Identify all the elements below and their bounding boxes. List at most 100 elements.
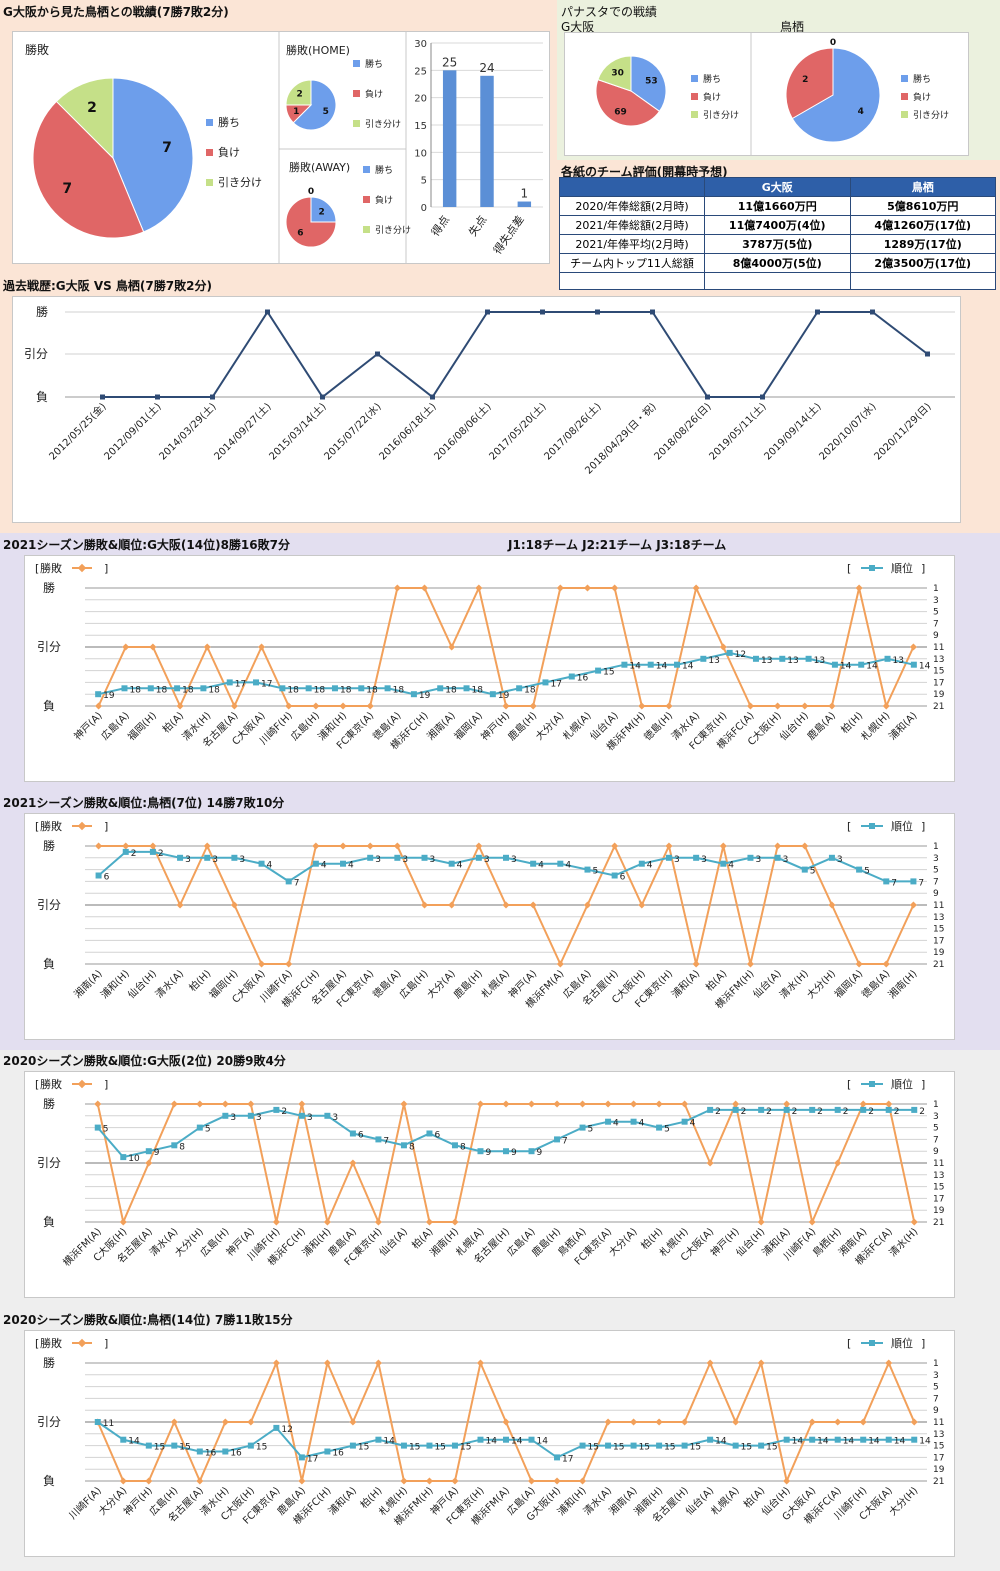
pie-away-data-label: 6 bbox=[297, 229, 303, 239]
season-x-label: 仙台(A) bbox=[376, 1225, 410, 1259]
result-point bbox=[630, 1100, 638, 1108]
bar-category-label: 得点 bbox=[429, 213, 452, 238]
rank-data-label: 14 bbox=[383, 1437, 395, 1447]
pie-home-label: 勝敗(HOME) bbox=[286, 43, 350, 57]
rank-point bbox=[200, 685, 207, 692]
rank-data-label: 3 bbox=[755, 855, 761, 865]
pie-away-data-label: 2 bbox=[318, 207, 324, 217]
evaluation-row-label: チーム内トップ11人総額 bbox=[559, 253, 705, 273]
result-point bbox=[393, 584, 401, 592]
rank-point bbox=[801, 866, 808, 873]
bar-tick-label: 20 bbox=[414, 94, 427, 105]
rank-tick-label: 19 bbox=[933, 1465, 945, 1475]
evaluation-cell: 2億3500万(17位) bbox=[849, 253, 996, 273]
rank-tick-label: 21 bbox=[933, 1218, 944, 1228]
pie-panasta-tosu-data-label: 2 bbox=[802, 75, 808, 85]
legend-rank-bracket: ] bbox=[921, 820, 925, 833]
rank-data-label: 5 bbox=[664, 1125, 670, 1135]
rank-point bbox=[375, 1436, 382, 1443]
pie-away-slice bbox=[310, 196, 337, 223]
rank-data-label: 3 bbox=[256, 1113, 262, 1123]
rank-point bbox=[426, 1442, 433, 1449]
result-point bbox=[909, 901, 917, 909]
evaluation-header-row: G大阪 鳥栖 bbox=[559, 177, 996, 197]
season-x-label: 鹿島(A) bbox=[804, 709, 838, 743]
evaluation-header-cell: G大阪 bbox=[704, 177, 851, 197]
legend-swatch bbox=[353, 60, 360, 67]
rank-data-label: 18 bbox=[314, 685, 326, 695]
season-x-label: 浦和(A) bbox=[886, 709, 920, 743]
result-point bbox=[349, 1159, 357, 1167]
bar-tick-label: 0 bbox=[421, 203, 427, 214]
history-point bbox=[210, 394, 215, 400]
legend-swatch bbox=[691, 75, 698, 82]
history-x-label: 2018/08/26(日) bbox=[652, 401, 713, 462]
bar-tick-label: 25 bbox=[414, 66, 427, 77]
rank-point bbox=[621, 661, 628, 668]
rank-data-label: 3 bbox=[701, 855, 707, 865]
rank-tick-label: 17 bbox=[933, 678, 944, 688]
result-point bbox=[706, 1359, 714, 1367]
result-point bbox=[681, 1100, 689, 1108]
rank-point bbox=[448, 860, 455, 867]
rank-point bbox=[831, 661, 838, 668]
season-x-label: 仙台(H) bbox=[733, 1225, 767, 1259]
rank-point bbox=[883, 878, 890, 885]
season-x-label: 鹿島(H) bbox=[505, 709, 539, 743]
evaluation-cell: 8億4000万(5位) bbox=[704, 253, 851, 273]
legend-label: 負け bbox=[913, 91, 931, 103]
legend-swatch bbox=[901, 93, 908, 100]
result-point bbox=[529, 702, 537, 710]
result-point bbox=[176, 702, 184, 710]
rank-data-label: 16 bbox=[205, 1449, 217, 1459]
legend-swatch bbox=[353, 90, 360, 97]
rank-data-label: 6 bbox=[358, 1131, 364, 1141]
rank-point bbox=[426, 1130, 433, 1137]
legend-result-label: 勝敗 bbox=[40, 1077, 62, 1091]
legend-result-bracket: ] bbox=[104, 820, 108, 833]
legend-swatch bbox=[691, 111, 698, 118]
rank-data-label: 15 bbox=[588, 1443, 599, 1453]
history-x-label: 2019/09/14(土) bbox=[761, 400, 824, 463]
rank-data-label: 14 bbox=[817, 1437, 829, 1447]
pie-panasta-tosu-data-label: 0 bbox=[830, 38, 836, 48]
result-point bbox=[556, 584, 564, 592]
legend-rank-marker bbox=[869, 1081, 875, 1087]
legend-rank-bracket: ] bbox=[921, 562, 925, 575]
rank-point bbox=[451, 1142, 458, 1149]
rank-point bbox=[910, 661, 917, 668]
rank-point bbox=[554, 1136, 561, 1143]
season-x-label: 浦和(H) bbox=[554, 1484, 588, 1518]
pie-away-slice bbox=[285, 196, 337, 248]
rank-point bbox=[489, 691, 496, 698]
legend-result-marker bbox=[77, 1338, 87, 1348]
rank-point bbox=[451, 1442, 458, 1449]
legend-label: 引き分け bbox=[365, 119, 401, 130]
result-point bbox=[339, 702, 347, 710]
rank-data-label: 18 bbox=[287, 685, 299, 695]
legend-swatch bbox=[206, 119, 213, 126]
rank-tick-label: 21 bbox=[933, 960, 944, 970]
rank-data-label: 18 bbox=[366, 685, 378, 695]
rank-point bbox=[475, 854, 482, 861]
result-point bbox=[476, 1100, 485, 1108]
result-point bbox=[203, 643, 211, 651]
evaluation-row-label: 2021/年俸総額(2月時) bbox=[559, 215, 705, 235]
result-point bbox=[149, 643, 157, 651]
result-point bbox=[170, 1100, 178, 1108]
rank-point bbox=[554, 1454, 561, 1461]
rank-tick-label: 5 bbox=[933, 866, 939, 876]
rank-data-label: 4 bbox=[613, 1119, 619, 1129]
result-point bbox=[828, 901, 836, 909]
season-x-label: 福岡(H) bbox=[125, 709, 159, 743]
rank-point bbox=[884, 655, 891, 662]
rank-tick-label: 1 bbox=[933, 1100, 939, 1110]
pie-main-slice bbox=[55, 77, 114, 160]
rank-data-label: 15 bbox=[409, 1443, 420, 1453]
result-point bbox=[420, 584, 429, 592]
evaluation-row: 2021/年俸平均(2月時) 3787万(5位) 1289万(17位) bbox=[559, 234, 996, 254]
rank-point bbox=[656, 1442, 663, 1449]
rank-point bbox=[809, 1436, 816, 1443]
bar bbox=[480, 75, 494, 207]
